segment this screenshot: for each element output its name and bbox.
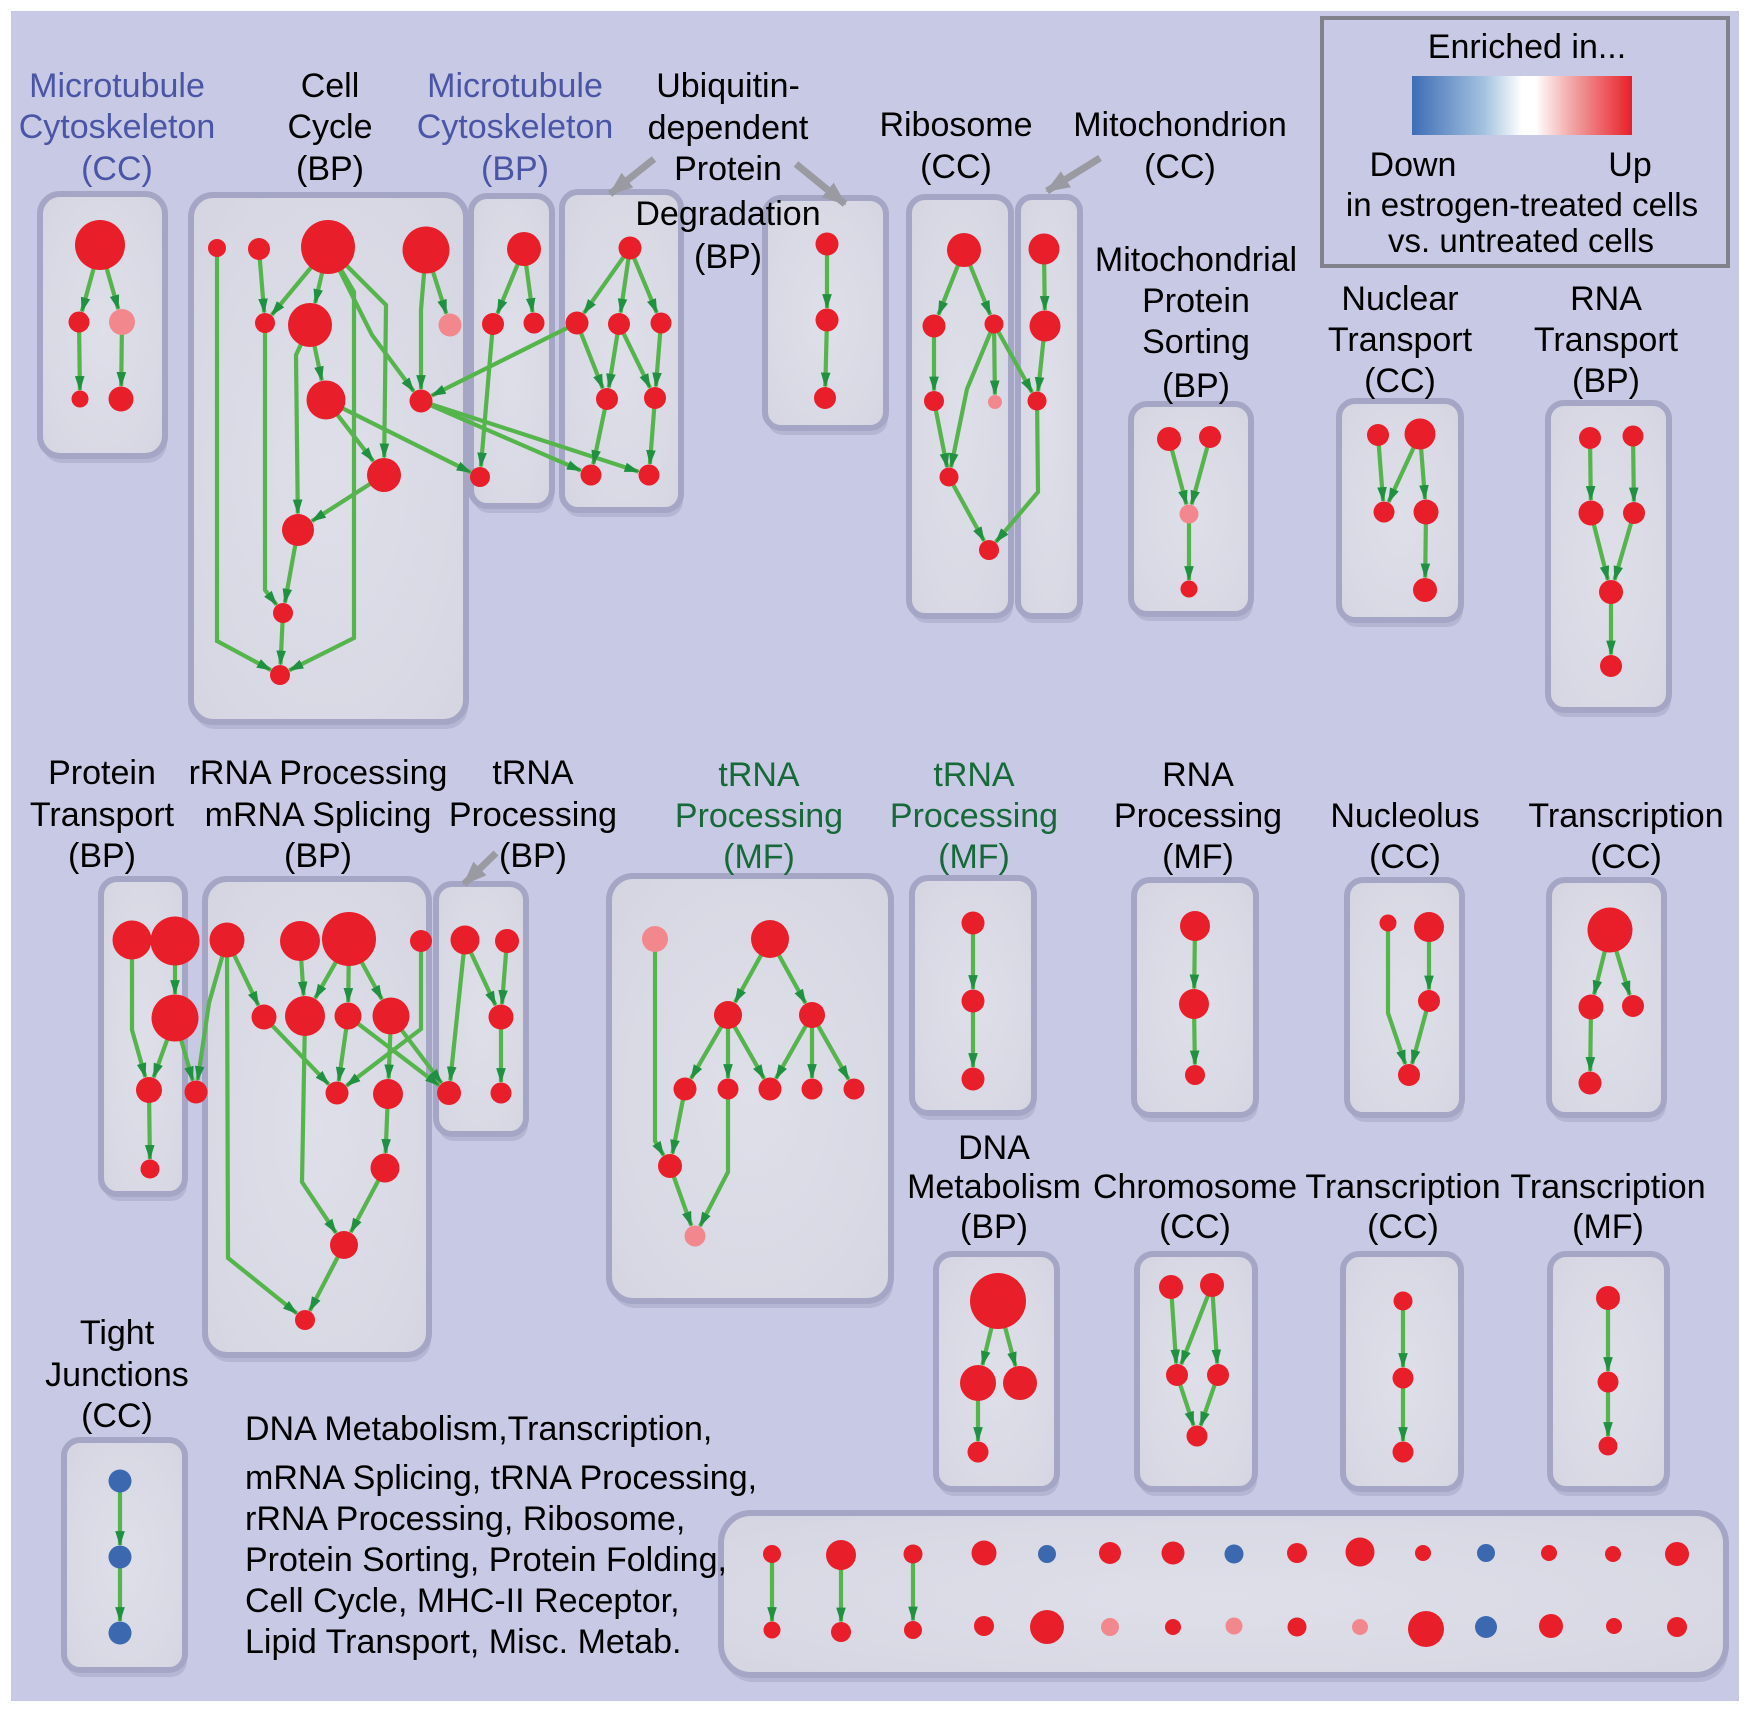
svg-text:Enriched in...: Enriched in... [1428,28,1626,66]
svg-text:Ribosome: Ribosome [879,106,1032,144]
svg-text:dependent: dependent [648,109,809,147]
svg-text:Junctions: Junctions [45,1356,189,1394]
svg-text:rRNA Processing, Ribosome,: rRNA Processing, Ribosome, [245,1500,685,1538]
svg-text:rRNA Processing: rRNA Processing [189,754,448,792]
svg-text:Transcription: Transcription [1305,1168,1500,1206]
svg-text:tRNA: tRNA [492,754,574,792]
svg-text:DNA Metabolism,Transcription,: DNA Metabolism,Transcription, [245,1410,712,1448]
svg-text:Cytoskeleton: Cytoskeleton [417,108,614,146]
svg-text:(CC): (CC) [1367,1208,1439,1246]
svg-text:tRNA: tRNA [933,756,1015,794]
svg-text:Protein: Protein [48,754,156,792]
svg-text:Transcription: Transcription [1528,797,1723,835]
svg-text:(MF): (MF) [1162,838,1234,876]
svg-text:Microtubule: Microtubule [29,67,205,105]
svg-text:Nuclear: Nuclear [1341,280,1458,318]
svg-text:Chromosome: Chromosome [1093,1168,1297,1206]
svg-text:Processing: Processing [1114,797,1282,835]
svg-text:(MF): (MF) [938,838,1010,876]
svg-text:Lipid Transport, Misc. Metab.: Lipid Transport, Misc. Metab. [245,1623,682,1661]
svg-text:Processing: Processing [890,797,1058,835]
svg-text:(BP): (BP) [481,150,549,188]
svg-text:Cell Cycle, MHC-II Receptor,: Cell Cycle, MHC-II Receptor, [245,1582,680,1620]
svg-text:(CC): (CC) [1364,362,1436,400]
svg-text:(CC): (CC) [1369,838,1441,876]
svg-text:Processing: Processing [675,797,843,835]
svg-text:Cell: Cell [301,67,360,105]
svg-text:(CC): (CC) [81,150,153,188]
svg-text:Down: Down [1370,146,1457,184]
svg-text:Degradation: Degradation [635,195,820,233]
svg-text:Protein Sorting, Protein Foldi: Protein Sorting, Protein Folding, [245,1541,727,1579]
svg-text:Up: Up [1608,146,1651,184]
svg-text:(BP): (BP) [296,150,364,188]
svg-text:(BP): (BP) [1162,367,1230,405]
svg-text:Transcription: Transcription [1510,1168,1705,1206]
svg-text:RNA: RNA [1162,756,1234,794]
svg-text:Protein: Protein [1142,282,1250,320]
svg-text:tRNA: tRNA [718,756,800,794]
svg-text:(BP): (BP) [68,837,136,875]
svg-text:Cytoskeleton: Cytoskeleton [19,108,216,146]
svg-text:(BP): (BP) [1572,362,1640,400]
svg-text:in estrogen-treated cells: in estrogen-treated cells [1346,186,1698,223]
svg-text:mRNA Splicing, tRNA Processing: mRNA Splicing, tRNA Processing, [245,1459,757,1497]
svg-text:Nucleolus: Nucleolus [1330,797,1479,835]
svg-text:mRNA Splicing: mRNA Splicing [205,796,432,834]
svg-text:(CC): (CC) [81,1397,153,1435]
svg-text:(CC): (CC) [1590,838,1662,876]
svg-text:(CC): (CC) [1144,148,1216,186]
svg-text:Tight: Tight [80,1314,155,1352]
svg-text:Protein: Protein [674,150,782,188]
svg-text:Sorting: Sorting [1142,323,1250,361]
svg-text:Microtubule: Microtubule [427,67,603,105]
svg-text:DNA: DNA [958,1129,1030,1167]
svg-text:Mitochondrial: Mitochondrial [1095,241,1297,279]
svg-text:(CC): (CC) [920,148,992,186]
svg-text:Processing: Processing [449,796,617,834]
svg-text:Transport: Transport [1534,321,1679,359]
svg-text:(MF): (MF) [1572,1208,1644,1246]
svg-text:Metabolism: Metabolism [907,1168,1081,1206]
svg-text:(BP): (BP) [960,1208,1028,1246]
svg-text:(BP): (BP) [694,238,762,276]
svg-text:Mitochondrion: Mitochondrion [1073,106,1287,144]
svg-text:Cycle: Cycle [287,108,372,146]
svg-text:(BP): (BP) [284,837,352,875]
svg-text:(BP): (BP) [499,837,567,875]
svg-text:vs. untreated cells: vs. untreated cells [1388,222,1654,259]
svg-text:(CC): (CC) [1159,1208,1231,1246]
svg-text:RNA: RNA [1570,280,1642,318]
svg-text:Ubiquitin-: Ubiquitin- [656,67,800,105]
svg-text:(MF): (MF) [723,838,795,876]
svg-text:Transport: Transport [30,796,175,834]
svg-text:Transport: Transport [1328,321,1473,359]
